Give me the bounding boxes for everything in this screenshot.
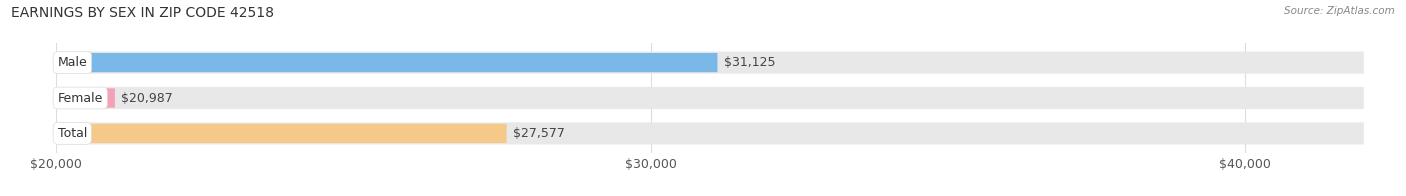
Text: Male: Male [58,56,87,69]
Text: Source: ZipAtlas.com: Source: ZipAtlas.com [1284,6,1395,16]
FancyBboxPatch shape [56,124,506,143]
FancyBboxPatch shape [56,52,1364,74]
Text: Female: Female [58,92,103,104]
FancyBboxPatch shape [56,53,717,72]
FancyBboxPatch shape [56,87,1364,109]
Text: $27,577: $27,577 [513,127,565,140]
FancyBboxPatch shape [56,122,1364,144]
FancyBboxPatch shape [56,88,115,108]
Text: EARNINGS BY SEX IN ZIP CODE 42518: EARNINGS BY SEX IN ZIP CODE 42518 [11,6,274,20]
Text: $31,125: $31,125 [724,56,776,69]
Text: Total: Total [58,127,87,140]
Text: $20,987: $20,987 [121,92,173,104]
